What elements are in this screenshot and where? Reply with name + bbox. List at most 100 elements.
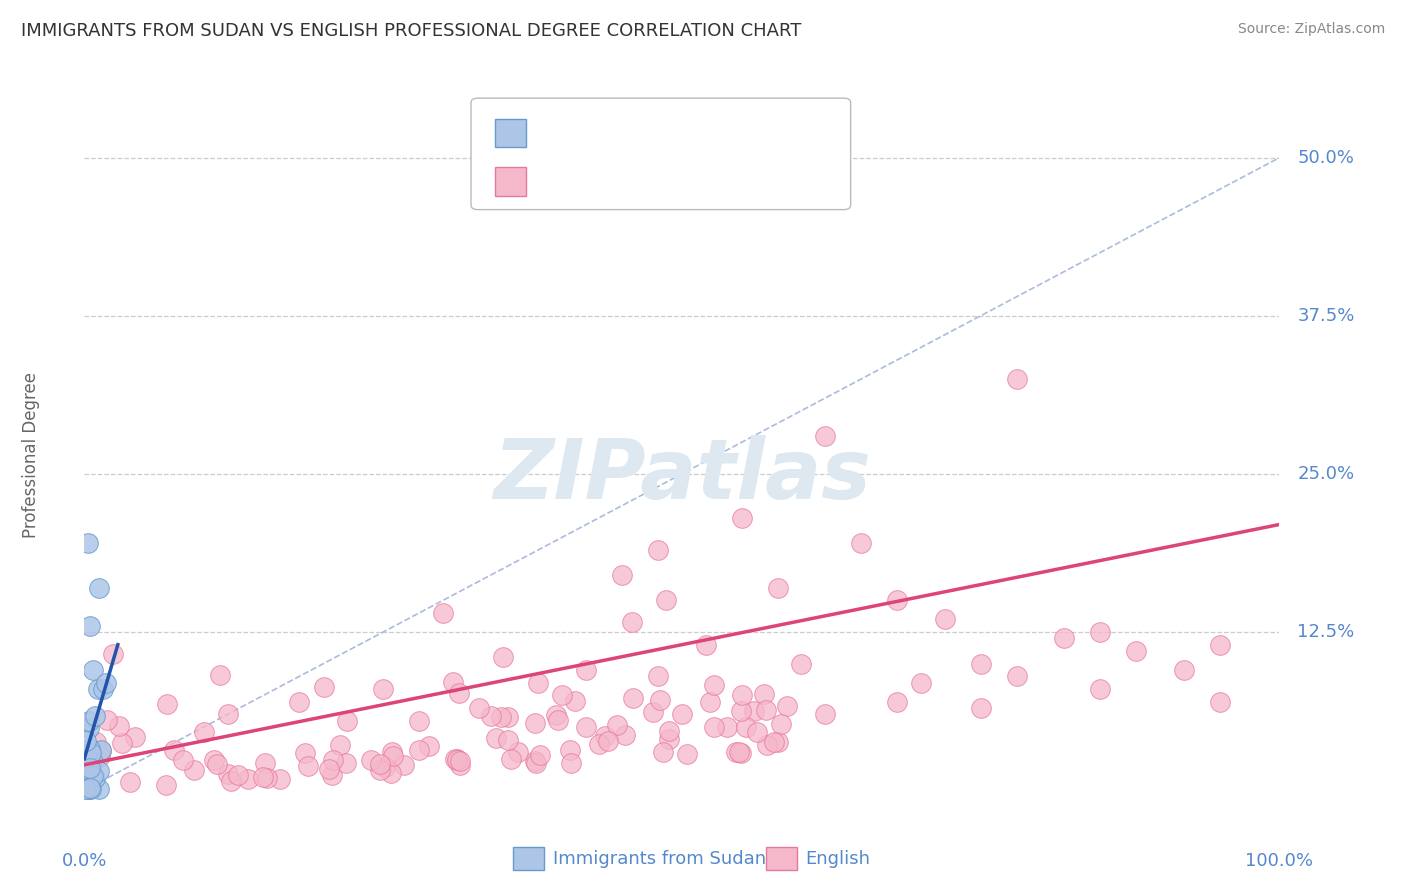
Point xyxy=(547,713,569,727)
Point xyxy=(647,669,669,683)
Point xyxy=(851,536,873,550)
Point xyxy=(747,725,769,739)
Point xyxy=(449,754,471,768)
Point xyxy=(368,763,391,777)
Point xyxy=(790,657,813,671)
Point xyxy=(76,781,98,796)
Point xyxy=(730,746,752,760)
Point xyxy=(79,761,101,775)
Point xyxy=(776,698,799,713)
Point xyxy=(90,743,112,757)
Point xyxy=(731,688,754,702)
Point xyxy=(598,734,620,748)
Point xyxy=(1053,632,1076,646)
Point xyxy=(506,745,529,759)
Text: R =  0.261   N =  53: R = 0.261 N = 53 xyxy=(537,125,718,143)
Point xyxy=(124,730,146,744)
Point xyxy=(73,762,96,776)
Point xyxy=(910,675,932,690)
Point xyxy=(193,725,215,739)
Point xyxy=(468,701,491,715)
Point xyxy=(735,720,758,734)
Point xyxy=(172,753,194,767)
Point xyxy=(252,770,274,784)
Point xyxy=(335,756,357,770)
Point xyxy=(368,757,391,772)
Point xyxy=(1209,638,1232,652)
Point xyxy=(529,748,551,763)
Point xyxy=(76,770,98,784)
Point xyxy=(970,657,993,671)
Point xyxy=(730,704,752,718)
Point xyxy=(75,768,97,782)
Point xyxy=(728,745,751,759)
Point xyxy=(575,663,598,677)
Point xyxy=(613,728,636,742)
Point xyxy=(208,668,231,682)
Point xyxy=(886,695,908,709)
Point xyxy=(155,698,177,712)
Point xyxy=(934,612,956,626)
Point xyxy=(593,729,616,743)
Point xyxy=(886,593,908,607)
Point xyxy=(75,781,97,796)
Point xyxy=(329,738,352,752)
Point xyxy=(725,745,748,759)
Text: 12.5%: 12.5% xyxy=(1298,623,1354,641)
Point xyxy=(183,763,205,777)
Point xyxy=(162,743,184,757)
Point xyxy=(621,615,644,629)
Text: ZIPatlas: ZIPatlas xyxy=(494,435,870,516)
Point xyxy=(256,771,278,785)
Point xyxy=(742,704,765,718)
Point xyxy=(75,734,97,748)
Point xyxy=(970,701,993,715)
Point xyxy=(766,581,789,595)
Point xyxy=(205,757,228,772)
Point xyxy=(73,754,96,768)
Point xyxy=(77,536,100,550)
Point xyxy=(103,648,125,662)
Point xyxy=(703,720,725,734)
Point xyxy=(1125,644,1147,658)
Point xyxy=(202,753,225,767)
Text: 37.5%: 37.5% xyxy=(1298,307,1355,325)
Point xyxy=(392,757,415,772)
Point xyxy=(408,743,430,757)
Point xyxy=(118,774,141,789)
Point xyxy=(254,756,277,770)
Point xyxy=(297,759,319,773)
Point xyxy=(76,769,98,783)
Point xyxy=(108,719,131,733)
Point xyxy=(703,678,725,692)
Point xyxy=(73,780,96,795)
Point xyxy=(82,755,104,769)
Text: 50.0%: 50.0% xyxy=(1298,149,1354,167)
Point xyxy=(96,714,118,728)
Point xyxy=(75,747,97,761)
Text: R =  0.455   N =  139: R = 0.455 N = 139 xyxy=(537,173,731,191)
Point xyxy=(496,710,519,724)
Point xyxy=(762,735,785,749)
Point xyxy=(754,687,776,701)
Point xyxy=(496,732,519,747)
Point xyxy=(524,756,547,771)
Point xyxy=(75,765,97,780)
Point xyxy=(489,710,512,724)
Point xyxy=(1090,625,1112,640)
Point xyxy=(75,764,97,778)
Point xyxy=(373,681,395,696)
Point xyxy=(77,759,100,773)
Point xyxy=(77,781,100,796)
Point xyxy=(695,638,717,652)
Point xyxy=(524,755,547,769)
Text: 100.0%: 100.0% xyxy=(1246,852,1313,870)
Point xyxy=(288,695,311,709)
Point xyxy=(382,749,405,764)
Point xyxy=(443,751,465,765)
Point xyxy=(90,743,112,757)
Point xyxy=(77,780,100,794)
Point xyxy=(814,429,837,443)
Point xyxy=(77,773,100,788)
Point xyxy=(87,764,110,779)
